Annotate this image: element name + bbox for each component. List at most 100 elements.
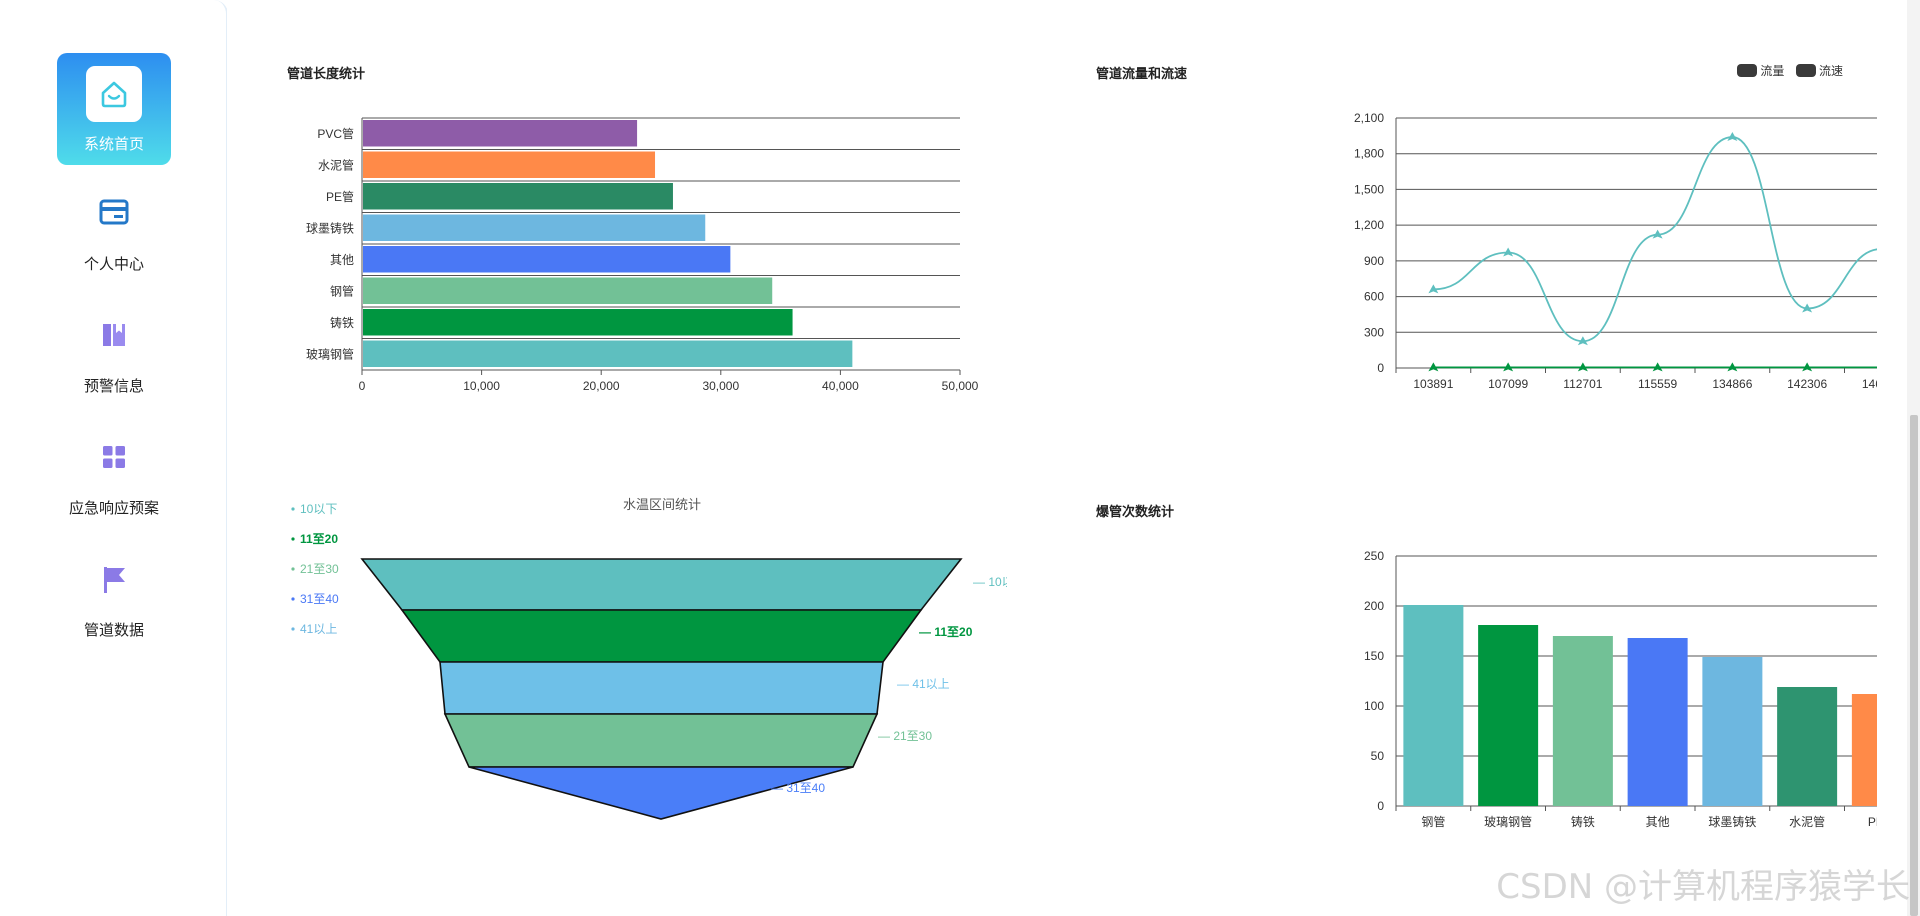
flag-icon	[94, 559, 134, 599]
flow-speed-title: 管道流量和流速	[1096, 66, 1188, 81]
y-tick-label: 玻璃钢管	[306, 346, 354, 361]
legend-swatch-speed[interactable]	[1795, 64, 1816, 77]
data-point	[1652, 229, 1663, 239]
legend-marker	[291, 597, 295, 601]
main-content: 管道长度统计 PVC管 水泥管 PE管 球墨铸铁 其他 钢管 铸铁 玻璃钢管 0 10,000 20…	[227, 0, 1907, 916]
data-point	[1802, 362, 1813, 372]
bar	[1851, 694, 1877, 806]
bar	[363, 246, 731, 273]
funnel-label: — 11至20	[919, 625, 973, 639]
data-point	[1428, 362, 1439, 372]
card-icon	[94, 193, 134, 233]
bar	[363, 151, 656, 178]
data-point	[1802, 303, 1813, 313]
nav-label-home: 系统首页	[83, 136, 144, 153]
funnel-label: — 21至30	[878, 729, 932, 743]
nav-label-warning: 预警信息	[83, 378, 144, 395]
data-point	[1503, 362, 1514, 372]
y-tick-label: 其他	[330, 253, 354, 267]
scrollbar-thumb[interactable]	[1910, 415, 1918, 916]
funnel-segment	[400, 609, 923, 663]
y-tick-label: PE管	[326, 189, 354, 204]
flow-speed-legend: 流量 流速	[1737, 62, 1843, 79]
bar	[1627, 638, 1688, 806]
watermark: CSDN @计算机程序猿学长	[1496, 867, 1910, 907]
legend-marker	[291, 627, 295, 631]
y-tick-label: 钢管	[330, 283, 354, 298]
grid-icon	[94, 437, 134, 477]
legend-marker	[291, 507, 295, 511]
x-tick-label: 10,000	[463, 379, 500, 393]
x-tick-label: 107099	[1488, 377, 1528, 391]
funnel-segment	[439, 661, 884, 715]
data-point	[1652, 362, 1663, 372]
x-tick-label: 50,000	[942, 379, 979, 393]
y-tick-label: 600	[1364, 290, 1384, 304]
book-icon	[94, 315, 134, 355]
nav-item-profile[interactable]: 个人中心	[57, 175, 171, 287]
nav-item-emergency[interactable]: 应急响应预案	[57, 419, 171, 531]
data-point	[1577, 336, 1588, 346]
y-tick-label: PVC管	[317, 126, 354, 141]
y-tick-label: 150	[1364, 649, 1384, 663]
legend-label: 11至20	[300, 532, 338, 546]
x-tick-label: 钢管	[1421, 814, 1445, 829]
nav-label-pipe-data: 管道数据	[83, 622, 144, 639]
nav-label-emergency: 应急响应预案	[68, 500, 159, 517]
x-tick-label: 112701	[1563, 377, 1602, 391]
scrollbar[interactable]	[1907, 0, 1920, 916]
legend-swatch-flow[interactable]	[1737, 64, 1757, 77]
x-tick-label: 40,000	[822, 379, 859, 393]
sidebar: 系统首页 个人中心 预警信息	[0, 0, 228, 916]
burst-count-chart: 050100150200250钢管玻璃钢管铸铁其他球墨铸铁水泥管PE管PVC管	[1364, 549, 1877, 829]
x-tick-label: 134866	[1712, 377, 1752, 391]
nav-item-home[interactable]: 系统首页	[57, 53, 171, 165]
x-tick-label: 玻璃钢管	[1484, 814, 1532, 829]
x-tick-label: 142306	[1787, 377, 1827, 391]
x-tick-label: 水泥管	[1789, 814, 1825, 829]
y-tick-label: 200	[1364, 599, 1384, 613]
x-tick-label: 球墨铸铁	[1708, 814, 1756, 829]
x-tick-label: PE管	[1868, 814, 1877, 829]
legend-label-speed[interactable]: 流速	[1819, 64, 1844, 78]
legend-label: 10以下	[300, 502, 337, 516]
nav-item-pipe-data[interactable]: 管道数据	[57, 541, 171, 653]
bar	[363, 340, 853, 367]
x-tick-label: 30,000	[702, 379, 739, 393]
bar	[1777, 687, 1838, 806]
funnel-label: — 41以上	[897, 677, 950, 691]
x-tick-label: 115559	[1638, 377, 1677, 391]
legend-label: 21至30	[300, 562, 339, 576]
data-point	[1428, 284, 1439, 294]
home-icon	[86, 66, 142, 122]
flow-speed-chart: 0 300 600 900 1,200 1,500 1,800 2,100 103891 1070…	[1354, 111, 1877, 391]
water-temp-title: 水温区间统计	[623, 497, 701, 512]
funnel-label: — 31至40	[771, 781, 825, 795]
bar	[363, 120, 638, 147]
x-tick-label: 其他	[1646, 815, 1670, 829]
burst-count-title: 爆管次数统计	[1096, 504, 1175, 519]
bar	[363, 183, 673, 210]
funnel-segment	[443, 713, 879, 768]
series-line	[1433, 136, 1877, 343]
nav-item-warning[interactable]: 预警信息	[57, 297, 171, 409]
bar	[1403, 605, 1464, 806]
y-tick-label: 2,100	[1354, 111, 1384, 125]
data-point	[1727, 362, 1738, 372]
legend-label: 41以上	[300, 622, 337, 636]
y-tick-label: 250	[1364, 549, 1384, 563]
data-point	[1503, 247, 1514, 257]
bar	[1552, 636, 1613, 806]
y-tick-label: 1,200	[1354, 218, 1384, 232]
legend-label-flow[interactable]: 流量	[1760, 64, 1785, 78]
y-tick-label: 100	[1364, 699, 1384, 713]
legend-label: 31至40	[300, 592, 339, 606]
funnel-segment	[468, 766, 854, 820]
x-tick-label: 20,000	[583, 379, 620, 393]
x-tick-label: 0	[359, 379, 366, 393]
y-tick-label: 300	[1364, 325, 1384, 339]
y-tick-label: 50	[1371, 749, 1385, 763]
x-tick-label: 146524	[1862, 377, 1877, 391]
legend-marker	[291, 567, 295, 571]
